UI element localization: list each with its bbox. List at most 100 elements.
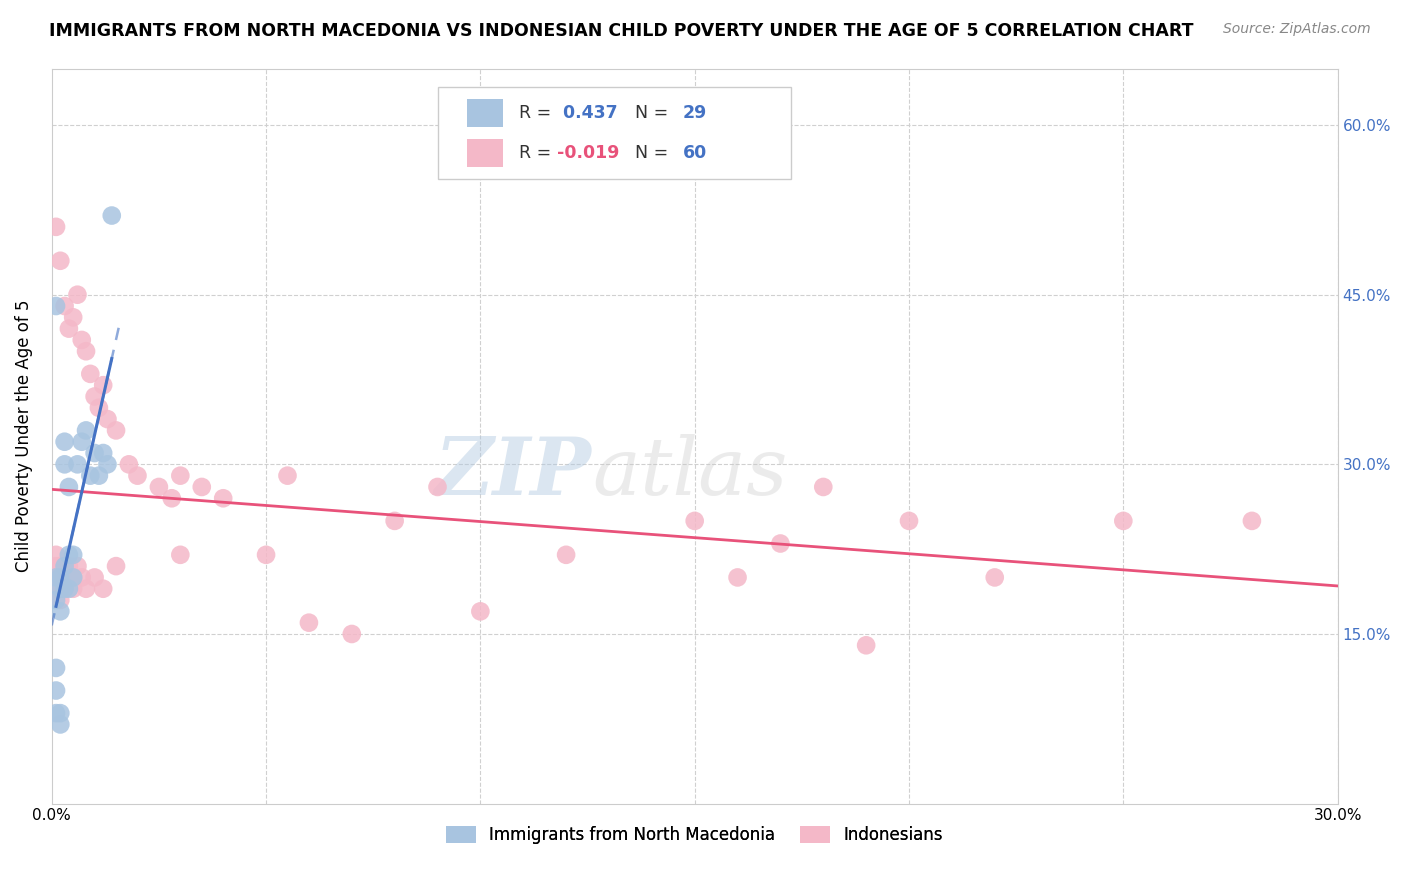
- Text: 29: 29: [683, 104, 707, 122]
- Point: [45, 219, 67, 234]
- Point: [45, 299, 67, 313]
- Point: [91, 378, 114, 392]
- Point: [127, 468, 149, 483]
- Point: [45, 593, 67, 607]
- Point: [66, 559, 89, 574]
- Point: [53, 582, 76, 596]
- Point: [49, 706, 72, 720]
- Y-axis label: Child Poverty Under the Age of 5: Child Poverty Under the Age of 5: [15, 300, 32, 573]
- Point: [83, 446, 105, 460]
- Point: [855, 638, 877, 652]
- Point: [100, 209, 122, 223]
- Text: ZIP: ZIP: [434, 434, 592, 512]
- Point: [87, 468, 110, 483]
- Point: [58, 582, 80, 596]
- Point: [79, 367, 101, 381]
- Point: [49, 582, 72, 596]
- Point: [49, 570, 72, 584]
- Text: IMMIGRANTS FROM NORTH MACEDONIA VS INDONESIAN CHILD POVERTY UNDER THE AGE OF 5 C: IMMIGRANTS FROM NORTH MACEDONIA VS INDON…: [49, 22, 1194, 40]
- Point: [83, 389, 105, 403]
- Point: [169, 548, 191, 562]
- Point: [53, 559, 76, 574]
- Point: [53, 570, 76, 584]
- Text: R =: R =: [519, 144, 557, 161]
- Text: 60: 60: [683, 144, 707, 161]
- Point: [96, 412, 118, 426]
- Point: [105, 559, 128, 574]
- Point: [91, 446, 114, 460]
- Text: -0.019: -0.019: [557, 144, 620, 161]
- Point: [49, 593, 72, 607]
- FancyBboxPatch shape: [437, 87, 792, 178]
- Point: [58, 570, 80, 584]
- Point: [96, 458, 118, 472]
- Point: [49, 717, 72, 731]
- Point: [45, 661, 67, 675]
- Point: [62, 310, 84, 325]
- Point: [45, 570, 67, 584]
- Point: [148, 480, 170, 494]
- Point: [62, 548, 84, 562]
- Point: [53, 434, 76, 449]
- Legend: Immigrants from North Macedonia, Indonesians: Immigrants from North Macedonia, Indones…: [440, 819, 950, 850]
- Point: [727, 570, 749, 584]
- Point: [75, 344, 97, 359]
- Point: [49, 604, 72, 618]
- Point: [58, 480, 80, 494]
- Point: [49, 253, 72, 268]
- Text: N =: N =: [624, 104, 673, 122]
- Point: [49, 559, 72, 574]
- Point: [340, 627, 363, 641]
- Point: [45, 582, 67, 596]
- Point: [160, 491, 183, 506]
- Point: [683, 514, 706, 528]
- Point: [276, 468, 298, 483]
- Point: [45, 683, 67, 698]
- Point: [898, 514, 921, 528]
- Point: [53, 559, 76, 574]
- Point: [70, 333, 93, 347]
- Point: [58, 559, 80, 574]
- Point: [66, 287, 89, 301]
- Point: [91, 582, 114, 596]
- Point: [769, 536, 792, 550]
- Point: [79, 468, 101, 483]
- Point: [813, 480, 835, 494]
- Point: [426, 480, 449, 494]
- Point: [1112, 514, 1135, 528]
- Point: [45, 570, 67, 584]
- Point: [45, 706, 67, 720]
- Point: [53, 458, 76, 472]
- Point: [49, 582, 72, 596]
- Point: [87, 401, 110, 415]
- Point: [66, 458, 89, 472]
- Text: N =: N =: [624, 144, 673, 161]
- Point: [62, 570, 84, 584]
- Point: [118, 458, 141, 472]
- Text: Source: ZipAtlas.com: Source: ZipAtlas.com: [1223, 22, 1371, 37]
- Point: [555, 548, 578, 562]
- Point: [53, 582, 76, 596]
- Point: [70, 570, 93, 584]
- Point: [169, 468, 191, 483]
- FancyBboxPatch shape: [467, 139, 503, 167]
- Point: [45, 548, 67, 562]
- Point: [58, 321, 80, 335]
- Point: [75, 424, 97, 438]
- Point: [75, 582, 97, 596]
- Point: [191, 480, 214, 494]
- Text: 0.437: 0.437: [557, 104, 617, 122]
- Text: atlas: atlas: [592, 434, 787, 512]
- Point: [1240, 514, 1263, 528]
- Point: [62, 582, 84, 596]
- Point: [70, 434, 93, 449]
- Point: [49, 570, 72, 584]
- Point: [83, 570, 105, 584]
- FancyBboxPatch shape: [467, 99, 503, 127]
- Point: [254, 548, 277, 562]
- Point: [58, 548, 80, 562]
- Point: [45, 559, 67, 574]
- Point: [384, 514, 406, 528]
- Text: R =: R =: [519, 104, 557, 122]
- Point: [983, 570, 1005, 584]
